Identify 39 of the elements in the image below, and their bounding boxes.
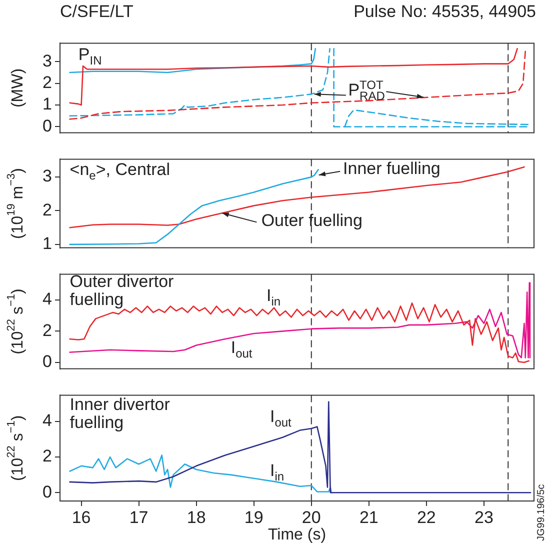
text: JG99.196/5c xyxy=(536,484,547,541)
annotation: Outer fuelling xyxy=(261,210,362,230)
chart-title: C/SFE/LT xyxy=(60,2,134,22)
annotation: Outer divertor fuelling xyxy=(70,272,175,310)
y-tick-label: 0 xyxy=(42,116,52,136)
x-axis-title: Time (s) xyxy=(268,526,326,543)
y-tick-label: 0 xyxy=(42,482,52,502)
y-tick-label: 0 xyxy=(42,352,52,372)
annotation: I$_{out}$ xyxy=(270,406,292,432)
annotation: I$_{in}$ xyxy=(266,286,281,311)
y-tick-label: 2 xyxy=(42,446,52,466)
x-tick-label: 18 xyxy=(186,508,206,527)
chart-subtitle: Pulse No: 45535, 44905 xyxy=(354,2,536,22)
y-axis-title: (1019 m−3) xyxy=(5,168,26,240)
y-tick-label: 4 xyxy=(42,290,52,309)
y-axis-title: (1022 s−1) xyxy=(5,288,26,355)
annotation: Inner divertor fuelling xyxy=(70,394,171,432)
annotation: I$_{in}$ xyxy=(270,461,284,486)
y-tick-label: 3 xyxy=(42,50,52,70)
x-tick-label: 16 xyxy=(72,508,91,527)
y-tick-label: 2 xyxy=(42,200,52,220)
y-axis-title: (1022 s−1) xyxy=(5,415,26,481)
y-tick-label: 1 xyxy=(42,234,52,254)
y-tick-label: 3 xyxy=(42,167,52,186)
annotation: I$_{out}$ xyxy=(230,338,252,362)
x-tick-label: 17 xyxy=(129,508,148,527)
x-tick-label: 19 xyxy=(244,508,264,527)
x-tick-label: 21 xyxy=(359,508,378,527)
y-tick-label: 2 xyxy=(42,321,52,340)
x-tick-label: 23 xyxy=(474,508,494,527)
y-tick-label: 4 xyxy=(42,411,52,430)
y-tick-label: 1 xyxy=(42,94,52,114)
x-tick-label: 20 xyxy=(302,508,321,527)
annotation: <n$_{e}$>, Central xyxy=(70,160,170,184)
y-tick-label: 2 xyxy=(42,72,52,92)
annotation: Inner fuelling xyxy=(343,158,440,178)
x-tick-label: 22 xyxy=(416,508,436,527)
y-axis-title: (MW) xyxy=(9,68,26,108)
annotation: P$_{IN}$ xyxy=(78,45,102,70)
